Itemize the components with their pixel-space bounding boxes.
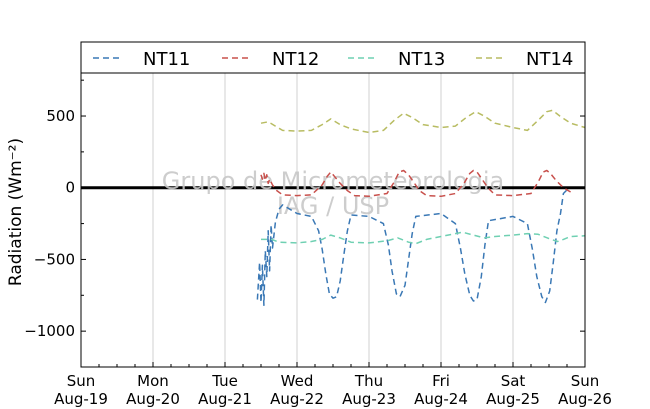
- watermark-line-2: IAG / USP: [277, 192, 389, 220]
- series-line-nt14: [260, 109, 586, 134]
- plot-frame: [80, 72, 586, 368]
- watermark-line-1: Grupo de Micrometeorologia: [162, 167, 504, 195]
- legend: NT11 NT12 NT13 NT14: [80, 41, 586, 74]
- series-line-nt12: [260, 169, 571, 198]
- axis-ticks: −1000−5000500SunAug-19MonAug-20TueAug-21…: [24, 79, 612, 408]
- y-tick-label: −1000: [24, 322, 75, 340]
- x-tick-label-day: Sun: [67, 372, 96, 390]
- legend-label-nt13: NT13: [398, 49, 445, 70]
- legend-label-nt12: NT12: [272, 49, 319, 70]
- grid-lines: [152, 73, 514, 367]
- x-tick-label-date: Aug-26: [558, 390, 612, 408]
- x-tick-label-date: Aug-20: [126, 390, 180, 408]
- series-line-nt11: [256, 187, 570, 307]
- x-tick-label-date: Aug-25: [486, 390, 540, 408]
- x-tick-label-day: Sat: [501, 372, 526, 390]
- legend-label-nt11: NT11: [143, 49, 190, 70]
- x-tick-label-date: Aug-19: [54, 390, 108, 408]
- x-tick-label-date: Aug-21: [198, 390, 252, 408]
- y-tick-label: 500: [46, 107, 75, 125]
- x-tick-label-date: Aug-22: [270, 390, 324, 408]
- watermark: Grupo de Micrometeorologia IAG / USP: [162, 167, 504, 220]
- y-tick-label: −500: [34, 250, 75, 268]
- x-tick-label-day: Sun: [571, 372, 600, 390]
- x-tick-label-day: Thu: [354, 372, 383, 390]
- x-tick-label-day: Tue: [211, 372, 238, 390]
- x-tick-label-day: Fri: [432, 372, 450, 390]
- x-tick-label-day: Mon: [137, 372, 169, 390]
- y-axis-label: Radiation (Wm⁻²): [6, 138, 26, 286]
- legend-label-nt14: NT14: [526, 49, 573, 70]
- y-tick-label: 0: [65, 179, 75, 197]
- series-lines: [256, 109, 586, 307]
- x-tick-label-day: Wed: [281, 372, 314, 390]
- x-tick-label-date: Aug-24: [414, 390, 468, 408]
- y-axis-label-text: Radiation (Wm⁻²): [6, 138, 26, 286]
- series-line-nt13: [261, 231, 586, 245]
- x-tick-label-date: Aug-23: [342, 390, 396, 408]
